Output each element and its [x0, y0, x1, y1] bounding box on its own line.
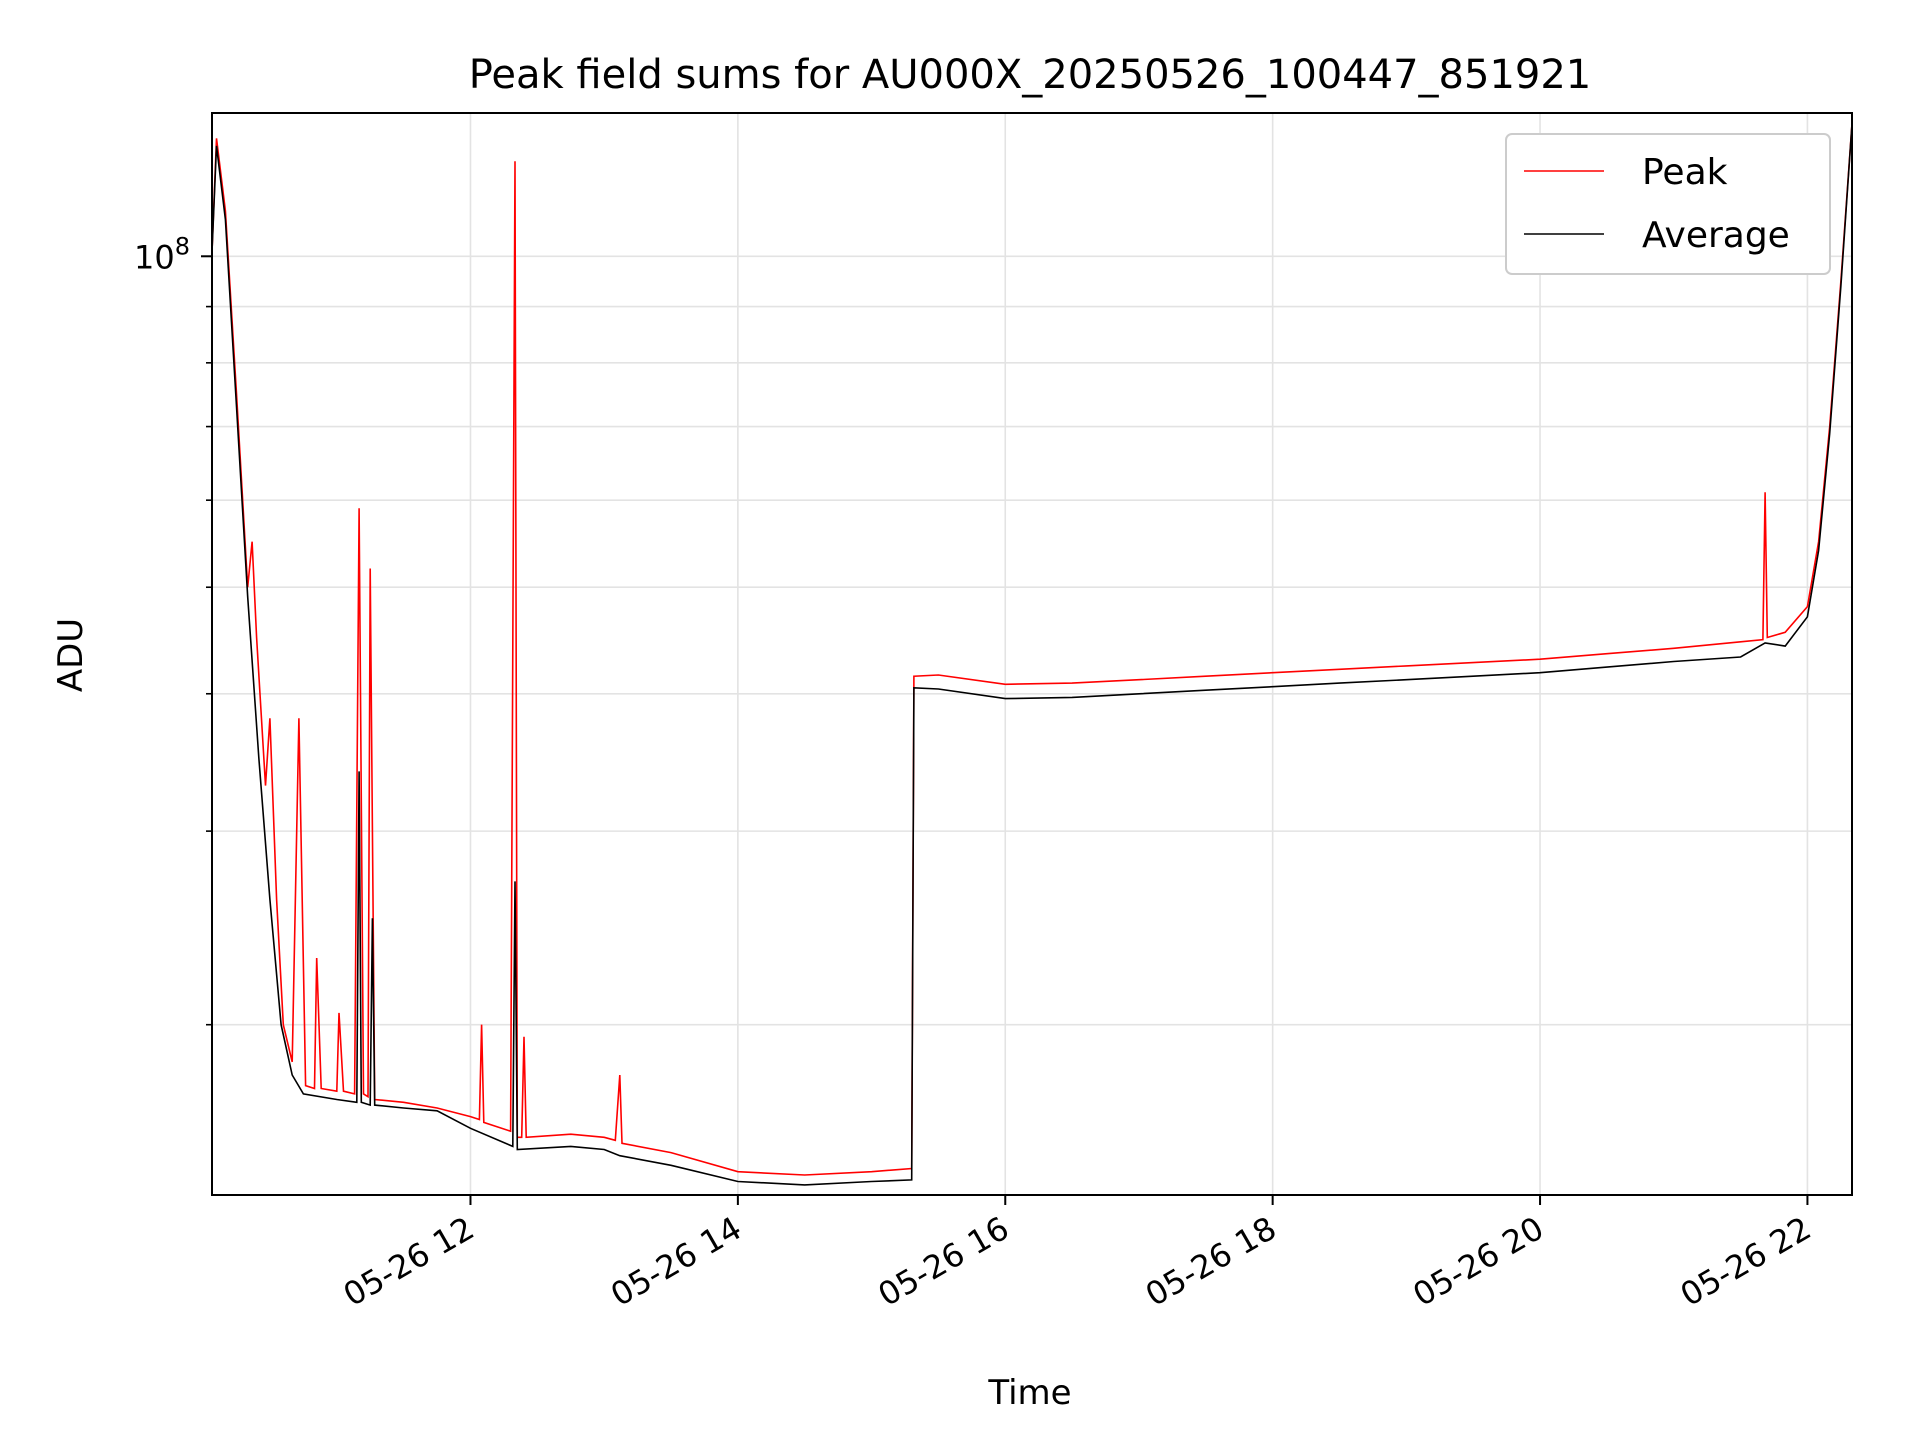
y-tick-label: 108 — [134, 232, 190, 276]
plot-frame — [211, 112, 1853, 1196]
legend-box — [1505, 133, 1831, 275]
chart-title: Peak field sums for AU000X_20250526_1004… — [469, 52, 1592, 98]
average-series-line — [211, 123, 1853, 1186]
peak-series-line — [211, 123, 1853, 1176]
y-axis-label: ADU — [51, 618, 91, 692]
grid-lines — [212, 113, 1852, 1195]
legend-peak-label: Peak — [1642, 152, 1728, 193]
legend: Peak Average — [1505, 133, 1831, 275]
x-axis-label: Time — [987, 1373, 1071, 1413]
legend-average-label: Average — [1642, 215, 1790, 256]
series-layer — [211, 123, 1853, 1186]
